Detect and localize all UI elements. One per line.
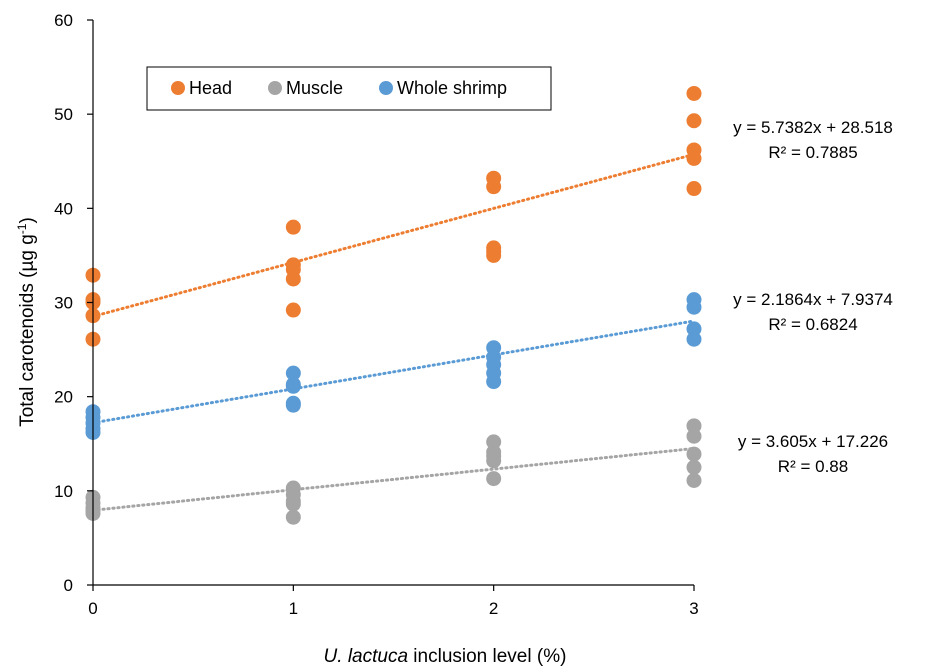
data-point-head (686, 181, 702, 197)
trendline-equation: y = 2.1864x + 7.9374 (733, 290, 893, 309)
legend-marker (268, 81, 282, 95)
data-point-whole-shrimp (686, 299, 702, 315)
trendlines (91, 152, 696, 512)
y-axis-title: Total carotenoids (µg g-1) (15, 217, 38, 427)
x-tick-label: 2 (489, 599, 498, 618)
data-point-muscle (686, 459, 702, 475)
x-axis-title-rest: inclusion level (%) (408, 646, 566, 667)
data-point-head (686, 85, 702, 101)
y-tick-label: 0 (64, 576, 73, 595)
y-axis-title-close: ) (17, 217, 38, 223)
trendline-r2: R² = 0.6824 (768, 315, 857, 334)
data-point-head (686, 113, 702, 129)
data-point-head (285, 302, 301, 318)
legend-label: Muscle (286, 78, 343, 98)
legend-marker (379, 81, 393, 95)
legend-label: Whole shrimp (397, 78, 507, 98)
data-point-whole-shrimp (285, 365, 301, 381)
y-tick-label: 40 (54, 199, 73, 218)
trendline-whole-shrimp (91, 319, 696, 425)
y-tick-label: 50 (54, 105, 73, 124)
trendline-equation: y = 3.605x + 17.226 (738, 432, 888, 451)
data-point-head (285, 271, 301, 287)
x-tick-label: 1 (289, 599, 298, 618)
data-point-whole-shrimp (285, 378, 301, 394)
legend-box (146, 66, 552, 111)
data-point-head (486, 179, 502, 195)
data-points (85, 85, 702, 525)
legend-label: Head (189, 78, 232, 98)
data-point-muscle (486, 434, 502, 450)
y-tick-label: 20 (54, 388, 73, 407)
trendline-head (91, 152, 696, 318)
data-point-whole-shrimp (486, 374, 502, 390)
x-axis-title: U. lactuca inclusion level (%) (324, 646, 567, 667)
data-point-whole-shrimp (686, 331, 702, 347)
y-tick-label: 60 (54, 11, 73, 30)
legend-marker (171, 81, 185, 95)
x-tick-label: 3 (689, 599, 698, 618)
x-tick-label: 0 (88, 599, 97, 618)
trendline-equations: y = 5.7382x + 28.518 R² = 0.7885 y = 2.186… (733, 118, 893, 476)
data-point-head (686, 150, 702, 166)
tick-labels: 0 10 20 30 40 50 60 0 1 2 3 (54, 11, 699, 618)
tick-marks (87, 19, 695, 591)
data-point-muscle (285, 496, 301, 512)
data-point-head (486, 247, 502, 263)
trendline-r2: R² = 0.88 (778, 457, 848, 476)
data-point-muscle (686, 472, 702, 488)
trendline-muscle (91, 446, 696, 512)
data-point-head (285, 219, 301, 235)
trendline-equation: y = 5.7382x + 28.518 (733, 118, 893, 137)
trendline-r2: R² = 0.7885 (768, 143, 857, 162)
y-tick-label: 10 (54, 482, 73, 501)
data-point-whole-shrimp (686, 321, 702, 337)
data-point-muscle (285, 509, 301, 525)
data-point-muscle (486, 471, 502, 487)
data-point-muscle (686, 446, 702, 462)
legend: Head Muscle Whole shrimp (146, 66, 552, 111)
data-point-muscle (486, 453, 502, 469)
x-axis-title-italic: U. lactuca (324, 646, 408, 667)
data-point-muscle (686, 418, 702, 434)
y-axis-title-main: Total carotenoids (µg g (17, 234, 38, 427)
data-point-whole-shrimp (285, 397, 301, 413)
y-axis-title-sup: -1 (15, 223, 29, 234)
y-tick-label: 30 (54, 294, 73, 313)
data-point-muscle (686, 428, 702, 444)
